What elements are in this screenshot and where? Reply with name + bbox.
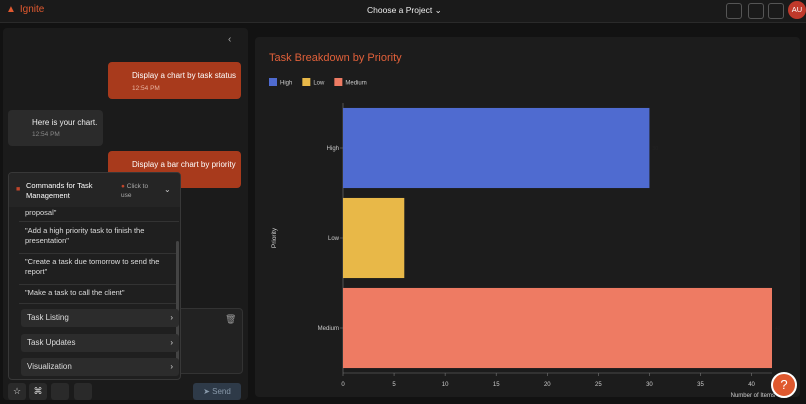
bar (343, 287, 772, 369)
command-section[interactable]: Task Updates › (21, 334, 179, 352)
send-button[interactable]: ➤ Send (193, 383, 241, 400)
x-tick-label: 40 (748, 382, 755, 388)
bar (343, 197, 405, 279)
favorites-button[interactable]: ☆ (8, 383, 26, 400)
command-section[interactable]: Task Listing › (21, 309, 179, 327)
message-text: Display a chart by task status (132, 71, 237, 80)
command-item[interactable]: "Add a high priority task to finish the … (19, 223, 179, 254)
help-icon[interactable] (726, 3, 742, 19)
command-item[interactable]: "Create a task due tomorrow to send the … (19, 254, 179, 285)
top-bar: ▲ Ignite Choose a Project ⌄ AU (0, 0, 806, 23)
bar-value-label: 30 (652, 146, 658, 152)
section-text: Task Updates (27, 338, 76, 347)
command-item[interactable]: "Make a task to call the client" (19, 285, 179, 304)
grid-icon[interactable] (768, 3, 784, 19)
x-axis-title: Number of Items (731, 393, 775, 399)
chart-title: Task Breakdown by Priority (269, 52, 402, 64)
x-tick-label: 0 (341, 382, 345, 388)
commands-title: Commands for Task Management (26, 181, 93, 200)
command-item[interactable]: proposal" (19, 205, 179, 222)
x-tick-label: 20 (544, 382, 551, 388)
legend-label: Low (313, 81, 325, 87)
command-section[interactable]: Visualization › (21, 358, 179, 376)
collapse-button[interactable]: ‹ (228, 34, 232, 45)
x-tick-label: 35 (697, 382, 704, 388)
x-tick-label: 10 (442, 382, 449, 388)
scrollbar (176, 241, 179, 371)
section-text: Task Listing (27, 313, 69, 322)
project-picker[interactable]: Choose a Project ⌄ (367, 5, 442, 15)
legend-swatch (334, 78, 343, 86)
y-tick-label: Low (328, 236, 340, 242)
clear-button[interactable]: 🗑 (225, 314, 237, 324)
legend-label: Medium (345, 81, 366, 87)
brand[interactable]: ▲ Ignite (6, 4, 45, 15)
legend-swatch (269, 78, 277, 86)
legend-label: High (280, 81, 292, 87)
commands-button[interactable]: ⌘ (29, 383, 47, 400)
hint-text: Click to use (121, 183, 149, 199)
x-tick-label: 5 (392, 382, 396, 388)
bar-value-label: 42 (775, 326, 781, 332)
send-text: Send (212, 387, 231, 396)
bar-value-label: 6 (407, 236, 410, 242)
message-time: 12:54 PM (32, 131, 60, 138)
bot-button[interactable] (51, 383, 69, 400)
message-text: Display a bar chart by priority (132, 160, 236, 169)
collapse-commands[interactable]: ⌄ (164, 185, 171, 194)
section-text: Visualization (27, 362, 72, 371)
bot-message: Here is your chart. 12:54 PM (8, 110, 103, 146)
message-time: 12:54 PM (132, 85, 160, 92)
brand-text: Ignite (19, 4, 45, 15)
attach-button[interactable] (74, 383, 92, 400)
project-picker-text: Choose a Project (367, 5, 433, 15)
help-button[interactable]: ? (771, 372, 797, 398)
commands-hint: ● Click to use (121, 183, 149, 199)
y-axis-title: Priority (271, 227, 278, 248)
bar (343, 107, 650, 189)
x-tick-label: 25 (595, 382, 602, 388)
legend-swatch (302, 78, 311, 86)
settings-icon[interactable] (748, 3, 764, 19)
avatar[interactable]: AU (788, 1, 806, 19)
commands-popup: ■ Commands for Task Management ● Click t… (8, 172, 181, 380)
user-message: Display a chart by task status 12:54 PM (108, 62, 241, 99)
y-tick-label: High (327, 146, 339, 152)
y-tick-label: Medium (318, 326, 339, 332)
x-tick-label: 30 (646, 382, 653, 388)
commands-header: ■ Commands for Task Management ● Click t… (9, 173, 180, 207)
x-tick-label: 15 (493, 382, 500, 388)
message-text: Here is your chart. (32, 118, 98, 127)
